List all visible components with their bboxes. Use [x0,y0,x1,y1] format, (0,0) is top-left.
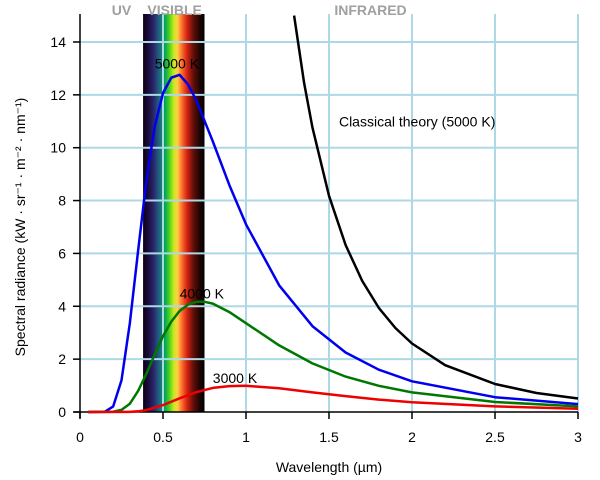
x-tick-label: 2 [408,429,416,445]
y-tick-label: 4 [58,298,66,314]
y-tick-label: 12 [50,87,66,103]
x-tick-label: 3 [574,429,582,445]
curve-4000-k [88,300,579,414]
curves [88,15,579,414]
curve-5000-k [88,73,579,414]
axes: 0 0.5 1 1.5 2 2.5 3 0 2 4 6 8 10 12 14 [50,14,582,445]
y-tick-label: 10 [50,140,66,156]
curve-label: Classical theory (5000 K) [339,114,495,130]
curve-classical-theory-5000-k- [292,15,579,400]
x-tick-label: 0.5 [153,429,173,445]
y-tick-label: 6 [58,245,66,261]
curve-label: 3000 K [213,370,258,386]
y-tick-label: 8 [58,193,66,209]
spectrum-gradient [143,14,205,412]
visible-spectrum-band [143,14,205,412]
curve-3000-k [88,384,579,414]
x-tick-label: 1 [242,429,250,445]
x-tick-label: 1.5 [319,429,339,445]
band-label-infrared: INFRARED [334,2,406,18]
curve-label: 5000 K [155,55,200,71]
y-tick-label: 0 [58,404,66,420]
band-label-visible: VISIBLE [147,2,201,18]
curve-label: 4000 K [180,285,225,301]
y-axis-label: Spectral radiance (kW · sr⁻¹ · m⁻² · nm⁻… [12,98,28,357]
x-tick-label: 0 [76,429,84,445]
annotations: 5000 K 4000 K 3000 K Classical theory (5000… [155,55,496,386]
band-label-uv: UV [112,2,132,18]
x-axis-label: Wavelength (µm) [276,459,382,475]
y-tick-label: 14 [50,34,66,50]
y-tick-label: 2 [58,351,66,367]
band-labels: UV VISIBLE INFRARED [112,2,407,18]
x-tick-label: 2.5 [485,429,505,445]
